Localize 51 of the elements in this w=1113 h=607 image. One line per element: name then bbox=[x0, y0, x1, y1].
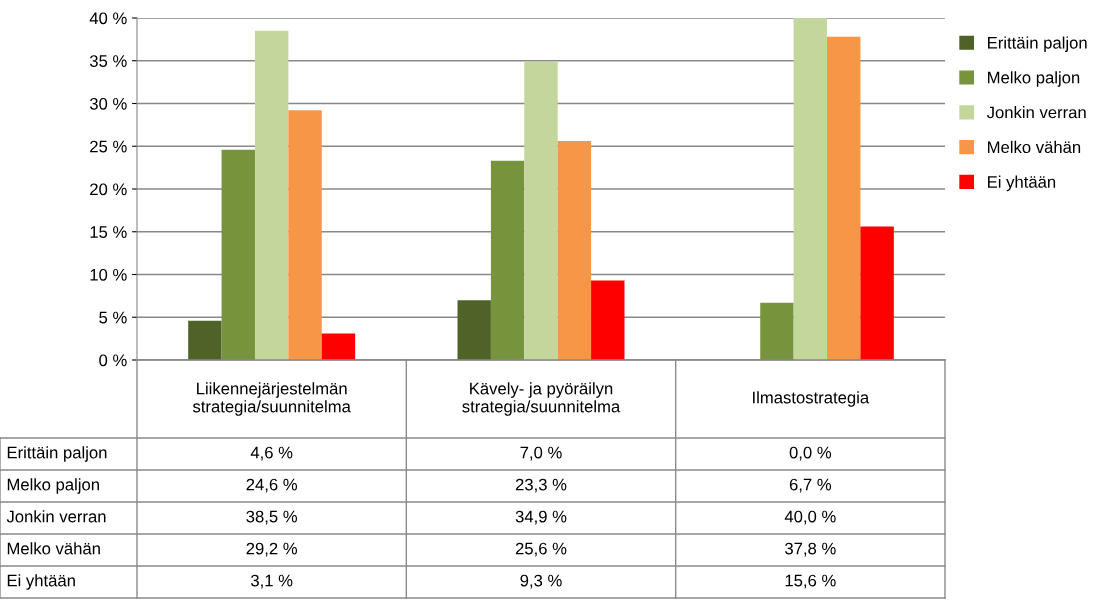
data-label: 29,2 % bbox=[246, 542, 298, 557]
y-tick-label: 25 % bbox=[90, 140, 127, 153]
legend-label: Jonkin verran bbox=[986, 106, 1086, 119]
data-label: 38,5 % bbox=[246, 510, 298, 525]
bar bbox=[321, 333, 356, 360]
data-label: 37,8 % bbox=[785, 542, 836, 557]
text: Melko vähän bbox=[7, 542, 100, 555]
data-label: 40,0 % bbox=[784, 510, 836, 525]
legend-label: Ei yhtään bbox=[988, 175, 1056, 192]
bar bbox=[524, 61, 558, 360]
y-tick-label: 20 % bbox=[90, 183, 127, 196]
data-label: 0,0 % bbox=[789, 446, 832, 461]
y-tick-label: 0 % bbox=[99, 354, 127, 367]
bar bbox=[557, 141, 592, 360]
data-label: 6,7 % bbox=[789, 478, 832, 493]
text: Jonkin verran bbox=[6, 510, 106, 523]
bar bbox=[591, 280, 625, 360]
bar bbox=[760, 302, 794, 360]
x-tick-label: Liikennejärjestelmän strategia/suunnitelma bbox=[192, 382, 351, 416]
bar bbox=[490, 160, 525, 360]
bar bbox=[221, 149, 255, 360]
bar bbox=[827, 36, 861, 360]
bar bbox=[288, 110, 322, 360]
y-tick-label: 35 % bbox=[89, 55, 127, 67]
y-tick-label: 30 % bbox=[89, 97, 127, 110]
y-tick-label: 5 % bbox=[99, 311, 127, 324]
legend-label: Melko paljon bbox=[988, 71, 1080, 87]
bar bbox=[254, 30, 289, 360]
data-label: 3,1 % bbox=[250, 574, 293, 589]
data-label: 7,0 % bbox=[520, 446, 562, 461]
data-label: 25,6 % bbox=[515, 542, 567, 557]
bar bbox=[457, 300, 491, 360]
data-label: 24,6 % bbox=[246, 478, 298, 493]
bar bbox=[860, 226, 894, 360]
y-tick-label: 40 % bbox=[89, 12, 127, 25]
text: Melko paljon bbox=[7, 478, 99, 494]
data-label: 4,6 % bbox=[250, 446, 293, 461]
y-tick-label: 15 % bbox=[90, 226, 127, 238]
text: Ei yhtään bbox=[7, 574, 75, 590]
text: Erittäin paljon bbox=[7, 446, 107, 462]
legend-label: Melko vähän bbox=[988, 140, 1081, 154]
x-tick-label: Ilmastostrategia bbox=[753, 391, 870, 407]
x-tick-label: Kävely- ja pyöräilyn strategia/suunnitelma bbox=[462, 382, 621, 416]
bar bbox=[188, 320, 222, 360]
y-tick-label: 10 % bbox=[90, 268, 127, 281]
bar bbox=[793, 18, 828, 360]
data-label: 9,3 % bbox=[520, 574, 562, 589]
data-label: 34,9 % bbox=[515, 510, 567, 525]
data-label: 15,6 % bbox=[785, 574, 836, 589]
legend-label: Erittäin paljon bbox=[988, 36, 1087, 52]
data-label: 23,3 % bbox=[515, 478, 567, 493]
